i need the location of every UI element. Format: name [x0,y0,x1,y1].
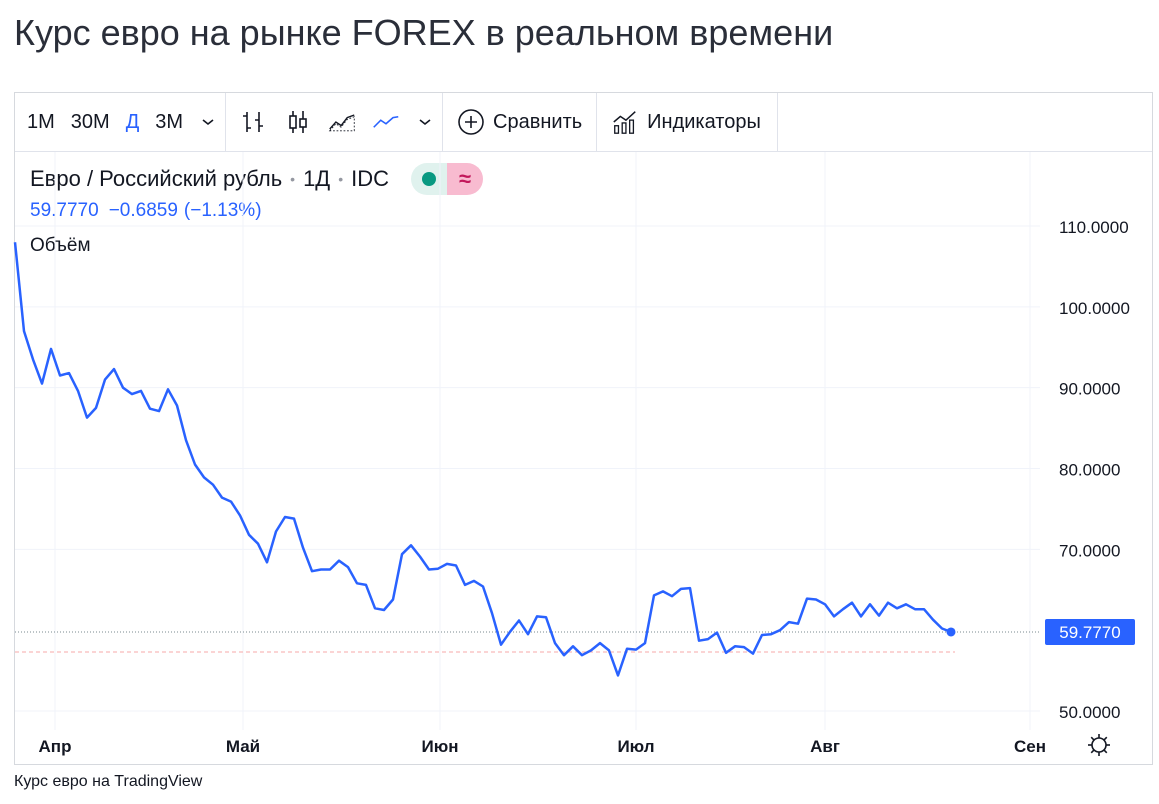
x-tick-label: Сен [1014,737,1046,756]
interval-group: 1М 30М Д 3М [15,93,227,151]
market-status-pill[interactable]: ≈ [411,163,483,195]
separator-dot: • [290,171,296,187]
x-tick-label: Июн [421,737,458,756]
y-tick-label: 70.0000 [1059,541,1120,560]
last-price-badge-label: 59.7770 [1059,623,1120,642]
indicators-icon[interactable] [603,93,647,151]
interval-day-button[interactable]: Д [125,110,140,133]
bar-chart-icon[interactable] [232,93,276,151]
line-chart-icon[interactable] [364,93,408,151]
chart-widget: 1М 30М Д 3М [14,92,1153,765]
y-tick-label: 100.0000 [1059,299,1130,318]
approx-data-icon: ≈ [447,163,483,195]
last-price-badge [1045,618,1135,645]
interval-30m-button[interactable]: 30М [70,110,110,133]
page-title: Курс евро на рынке FOREX в реальном врем… [14,12,834,53]
last-price: 59.7770 [30,200,99,221]
compare-group: Сравнить [443,93,598,151]
plus-circle-icon[interactable] [449,93,493,151]
price-legend: 59.7770 −0.6859 (−1.13%) [30,200,272,222]
compare-button[interactable]: Сравнить [493,110,583,133]
x-tick-label: Май [226,737,260,756]
symbol-legend: Евро / Российский рубль • 1Д • IDC ≈ [30,163,483,195]
x-tick-label: Июл [617,737,654,756]
market-open-icon [411,163,447,195]
volume-label[interactable]: Объём [30,235,91,256]
indicators-group: Индикаторы [597,93,778,151]
y-tick-label: 80.0000 [1059,461,1120,480]
area-chart-icon[interactable] [320,93,364,151]
symbol-interval: 1Д [303,166,331,191]
x-tick-label: Апр [39,737,72,756]
price-change: −0.6859 [108,200,178,221]
chevron-down-icon[interactable] [408,93,442,151]
chevron-down-icon[interactable] [191,93,225,151]
interval-1m-button[interactable]: 1М [27,110,55,133]
gear-icon[interactable] [1088,734,1110,756]
candles-icon[interactable] [276,93,320,151]
footer-attribution[interactable]: Курс евро на TradingView [14,773,203,790]
y-tick-label: 90.0000 [1059,380,1120,399]
separator-dot: • [338,171,344,187]
chart-type-group [226,93,444,151]
price-change-percent: (−1.13%) [183,200,262,221]
chart-toolbar: 1М 30М Д 3М [15,93,1152,152]
last-point-marker [946,627,956,637]
symbol-source: IDC [351,166,389,191]
y-tick-label: 50.0000 [1059,703,1120,722]
x-tick-label: Авг [810,737,840,756]
interval-3m-button[interactable]: 3М [155,110,184,133]
symbol-name: Евро / Российский рубль [30,166,283,191]
indicators-button[interactable]: Индикаторы [647,110,761,133]
price-series-line [13,242,952,677]
y-tick-label: 110.0000 [1059,218,1129,237]
